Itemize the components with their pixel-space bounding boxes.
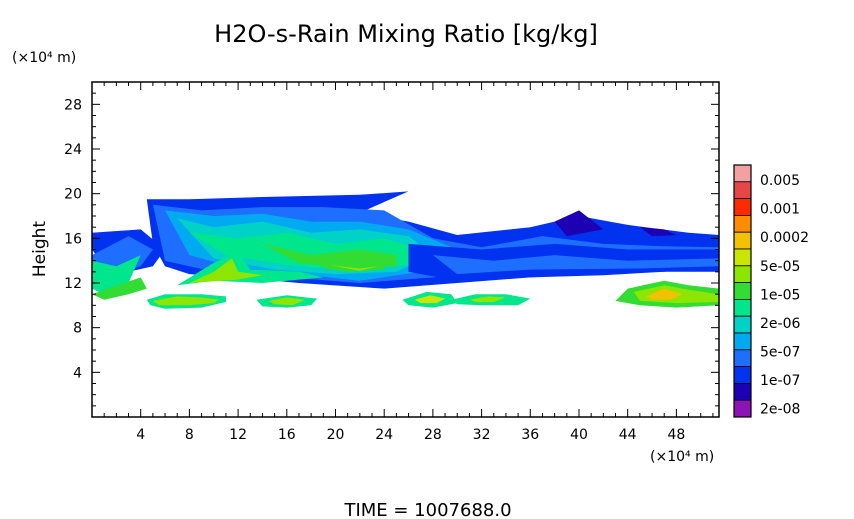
contour-region [414,295,446,304]
colorbar: 0.005 0.001 0.0002 5e-05 1e-05 2e-06 5e-07 1e-0… [733,164,809,418]
colorbar-swatch [733,198,752,216]
colorbar-swatch [733,231,752,250]
x-tick-label: 12 [229,427,247,443]
colorbar-swatch [733,315,752,334]
colorbar-label: 0.0002 [760,230,809,246]
x-tick-label: 16 [278,427,296,443]
contour-region [646,288,683,300]
y-tick-label: 12 [64,276,82,292]
colorbar-frame [733,164,752,418]
y-unit-label: (×10⁴ m) [12,50,76,66]
colorbar-swatch [733,214,752,233]
colorbar-swatch [733,399,752,418]
contour-region [329,265,379,271]
contour-region [323,260,385,272]
colorbar-label: 2e-06 [760,316,800,332]
y-tick-label: 24 [64,142,82,158]
y-tick-label: 8 [73,321,82,337]
colorbar-swatch [733,366,752,384]
y-tick-label: 28 [64,97,82,113]
colorbar-swatch [733,248,752,267]
colorbar-label: 1e-07 [760,373,800,389]
colorbar-label: 2e-08 [760,402,800,418]
contour-region [189,258,263,283]
colorbar-label: 0.005 [760,173,800,189]
x-tick-label: 48 [667,427,685,443]
x-tick-label: 36 [521,427,539,443]
x-tick-label: 28 [424,427,442,443]
colorbar-swatch [733,332,752,351]
contour-region [469,296,506,302]
x-tick-label: 20 [327,427,345,443]
contour-region [639,227,677,237]
colorbar-label: 1e-05 [760,287,800,303]
colorbar-swatch [733,349,752,367]
colorbar-label: 5e-05 [760,259,800,275]
colorbar-label: 5e-07 [760,344,800,360]
contour-region [268,297,306,306]
colorbar-swatch [733,298,752,317]
x-tick-label: 32 [473,427,491,443]
colorbar-swatch [733,181,752,200]
x-tick-label: 8 [185,427,194,443]
colorbar-swatch [733,382,752,401]
contour-region [554,210,604,237]
y-tick-label: 16 [64,231,82,247]
contour-region [432,255,719,275]
y-tick-label: 4 [73,365,82,381]
colorbar-swatch [733,164,752,183]
contour-region [92,277,147,300]
x-unit-label: (×10⁴ m) [650,449,714,465]
contour-region [262,243,397,269]
y-tick-label: 20 [64,187,82,203]
colorbar-swatch [733,265,752,283]
contour-region [92,255,141,295]
chart-title: H2O-s-Rain Mixing Ratio [kg/kg] [214,20,598,48]
x-tick-label: 40 [570,427,588,443]
y-axis-label: Height [30,221,50,278]
x-tick-label: 4 [136,427,145,443]
time-footer: TIME = 1007688.0 [343,500,511,519]
colorbar-label: 0.001 [760,202,800,218]
colorbar-swatch [733,282,752,300]
contour-region [92,236,153,272]
x-tick-label: 24 [375,427,393,443]
x-tick-label: 44 [619,427,637,443]
contour-region [152,296,220,306]
